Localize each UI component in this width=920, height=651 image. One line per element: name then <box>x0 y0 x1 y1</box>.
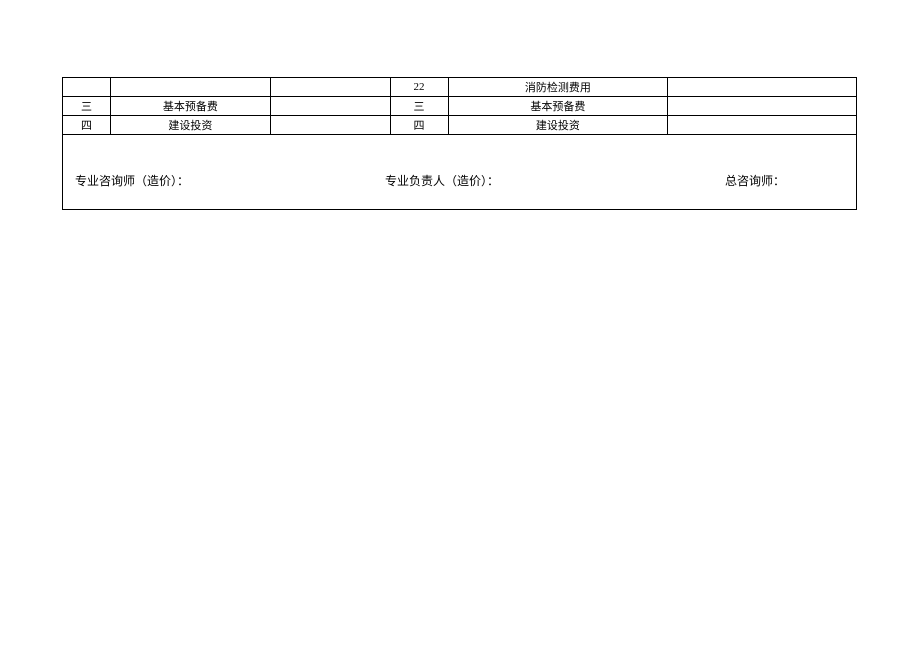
signature-section: 专业咨询师（造价）： 专业负责人（造价）： 总咨询师： <box>62 130 857 210</box>
table-row: 三 基本预备费 三 基本预备费 <box>63 97 857 116</box>
cell-r1-c1 <box>63 78 111 97</box>
cell-r1-c2 <box>110 78 270 97</box>
table-row: 22 消防检测费用 <box>63 78 857 97</box>
cell-r1-c4: 22 <box>390 78 448 97</box>
cell-r2-c2: 基本预备费 <box>110 97 270 116</box>
data-table-container: 22 消防检测费用 三 基本预备费 三 基本预备费 四 建设投资 四 建设投资 <box>62 77 857 135</box>
cell-r1-c5: 消防检测费用 <box>448 78 668 97</box>
cell-r2-c4: 三 <box>390 97 448 116</box>
signature-row: 专业咨询师（造价）： 专业负责人（造价）： 总咨询师： <box>63 130 856 189</box>
data-table: 22 消防检测费用 三 基本预备费 三 基本预备费 四 建设投资 四 建设投资 <box>62 77 857 135</box>
cell-r2-c5: 基本预备费 <box>448 97 668 116</box>
cell-r1-c6 <box>668 78 857 97</box>
chief-signature-label: 总咨询师： <box>725 172 785 189</box>
cell-r1-c3 <box>270 78 390 97</box>
cell-r2-c3 <box>270 97 390 116</box>
cell-r2-c1: 三 <box>63 97 111 116</box>
consultant-signature-label: 专业咨询师（造价）： <box>75 172 385 189</box>
cell-r2-c6 <box>668 97 857 116</box>
responsible-signature-label: 专业负责人（造价）： <box>385 172 725 189</box>
